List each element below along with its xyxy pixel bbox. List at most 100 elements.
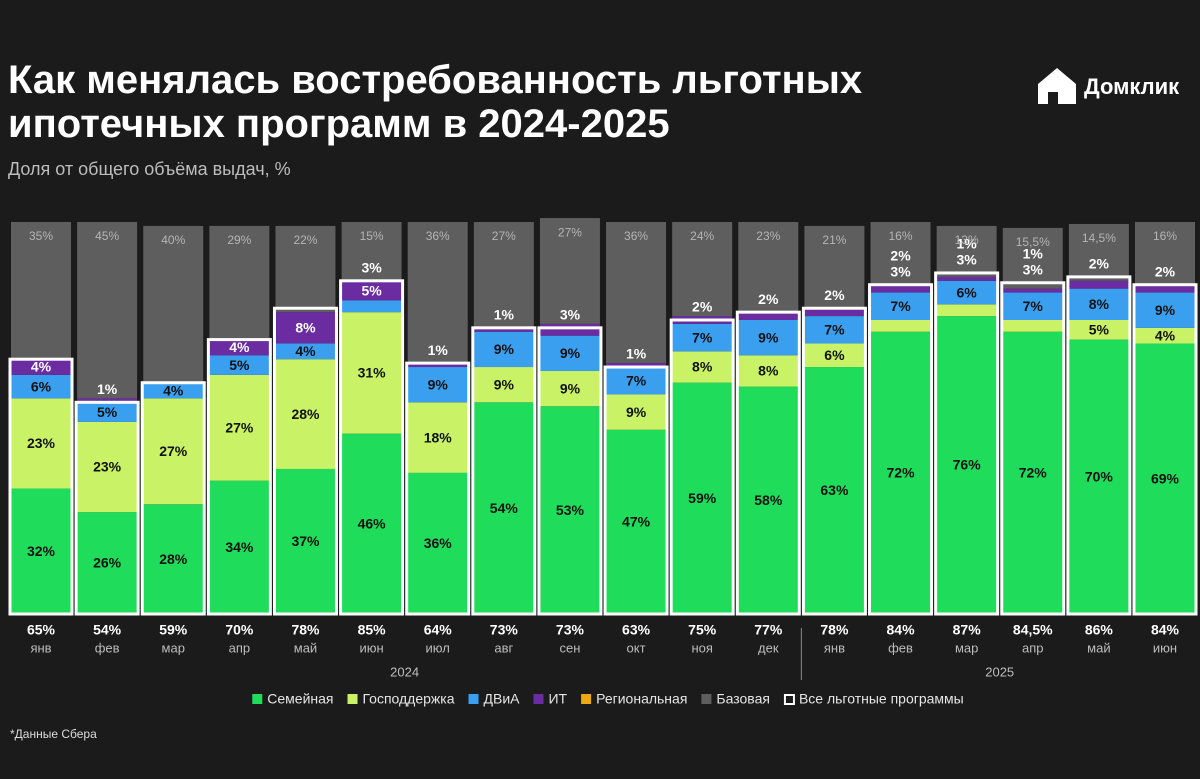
segment-label: 4% [163,382,184,398]
bar-segment [870,284,931,293]
x-tick-label: сен [559,640,580,655]
bar-segment [143,382,204,399]
segment-label: 5% [97,404,118,420]
segment-label: 47% [622,514,651,530]
preferential-total-outline [272,306,338,616]
base-label: 15,5% [1016,235,1050,249]
bar-segment [275,312,336,344]
bar-segment [804,343,865,368]
base-label: 23% [756,229,780,243]
segment-label: 1% [494,307,515,323]
x-tick-label: май [1087,640,1110,655]
base-label: 27% [558,225,582,239]
base-label: 15% [360,229,384,243]
bar-segment [606,429,667,614]
segment-label: 36% [424,535,453,551]
base-label: 36% [426,229,450,243]
bar-segment [936,280,997,305]
bar-segment [804,225,865,309]
segment-label: 8% [295,320,316,336]
preferential-total-outline [603,365,669,616]
bar-segment [341,280,402,301]
segment-label: 28% [159,551,188,567]
segment-label: 7% [824,322,845,338]
bar-segment [1135,292,1195,328]
legend-swatch [468,694,479,704]
bar-segment [1135,327,1195,344]
total-label: 64% [424,622,453,638]
segment-label: 1% [626,346,647,362]
total-label: 73% [556,622,585,638]
bar-segment [672,382,733,614]
segment-label: 26% [93,555,122,571]
bar-segment [1068,280,1129,289]
segment-label: 9% [626,404,647,420]
preferential-total-outline [405,361,471,616]
segment-label: 1% [97,381,118,397]
legend-label: Семейная [267,691,333,707]
x-tick-label: апр [1022,640,1044,655]
segment-label: 69% [1151,470,1180,486]
total-label: 78% [291,622,320,638]
bar-segment [77,421,138,513]
bar-segment [341,300,402,313]
segment-label: 32% [27,543,56,559]
bar-segment [143,504,204,614]
legend-swatch [533,694,544,704]
total-label: 78% [820,622,849,638]
segment-label: 63% [820,482,849,498]
base-label: 29% [227,233,251,247]
segment-label: 70% [1085,469,1114,485]
bar-segment [209,225,270,340]
bar-segment [738,355,799,387]
bar-segment [275,468,336,614]
bar-segment [341,433,402,614]
legend-swatch [783,694,795,705]
base-label: 16% [1153,229,1177,243]
preferential-total-outline [1132,283,1198,616]
x-tick-label: июн [1153,640,1177,655]
total-label: 84,5% [1013,622,1053,638]
bar-segment [11,398,71,489]
bar-segment [738,222,799,313]
preferential-total-outline [140,381,206,616]
segment-label: 5% [361,282,382,298]
bar-segment [870,320,931,332]
segment-label: 27% [225,420,254,436]
bar-segment [473,402,534,614]
bar-segment [341,312,402,434]
segment-label: 4% [1155,327,1176,343]
bar-segment [539,370,600,407]
legend-label: ДВиА [484,691,521,707]
legend-swatch [347,694,358,704]
segment-label: 1% [957,236,978,252]
bar-segment [606,222,667,364]
total-label: 85% [358,622,387,638]
segment-label: 3% [1023,261,1044,277]
preferential-total-outline [868,283,934,616]
segment-label: 72% [1019,465,1048,481]
logo-icon [1038,68,1076,104]
x-tick-label: ноя [691,640,712,655]
total-label: 84% [1151,622,1180,638]
segment-label: 2% [824,287,845,303]
bar-segment [870,292,931,320]
bar-segment [672,351,733,383]
segment-label: 9% [560,345,581,361]
base-label: 13% [955,233,979,247]
bar-segment [473,222,534,328]
bar-segment [1002,288,1063,293]
bar-segment [738,312,799,320]
segment-label: 72% [887,465,916,481]
bar-segment [209,374,270,481]
total-label: 87% [953,622,982,638]
total-label: 73% [490,622,519,638]
preferential-total-outline [471,326,537,616]
bar-segment [1002,331,1063,614]
base-label: 40% [161,233,185,247]
bar-segment [209,355,270,375]
segment-label: 9% [758,329,779,345]
bar-segment [407,222,468,364]
bar-segment [1002,320,1063,332]
